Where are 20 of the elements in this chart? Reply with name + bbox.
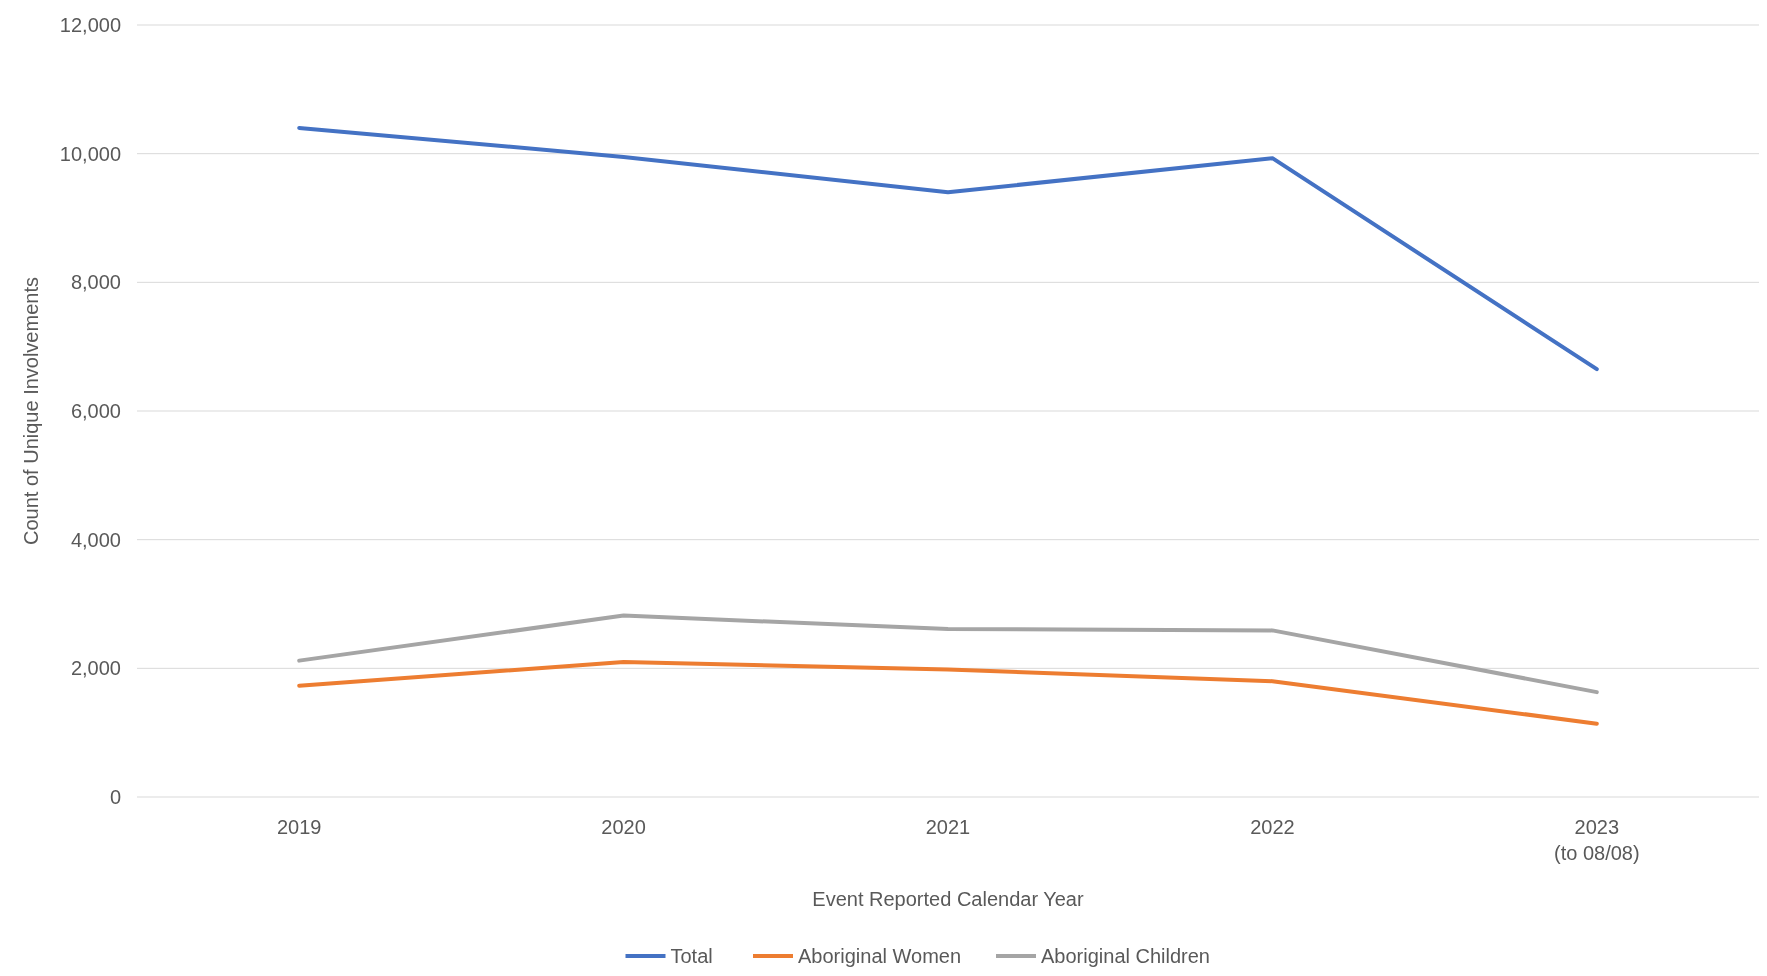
legend-label: Total: [670, 945, 713, 967]
legend-label: Aboriginal Women: [798, 945, 962, 967]
y-tick-label: 8,000: [70, 271, 121, 294]
y-tick-label: 12,000: [59, 14, 121, 36]
x-tick-label: 2019: [276, 816, 322, 838]
x-tick-label: 2023 (to 08/08): [1554, 816, 1640, 864]
x-axis-title: Event Reported Calendar Year: [812, 888, 1084, 910]
line-series: [297, 125, 1599, 372]
y-tick-label: 4,000: [70, 528, 121, 551]
line-series: [297, 613, 1599, 695]
y-tick-label: 0: [109, 786, 121, 808]
x-tick-label: 2021: [925, 816, 971, 838]
x-tick-label: 2022: [1250, 816, 1295, 838]
line-series: [297, 659, 1599, 726]
y-tick-label: 6,000: [70, 400, 121, 422]
y-tick-label: 10,000: [59, 142, 121, 165]
x-tick-label: 2020: [601, 816, 646, 838]
y-tick-label: 2,000: [70, 657, 121, 680]
legend-label: Aboriginal Children: [1041, 945, 1210, 967]
y-axis-title: Count of Unique Involvements: [20, 277, 42, 545]
